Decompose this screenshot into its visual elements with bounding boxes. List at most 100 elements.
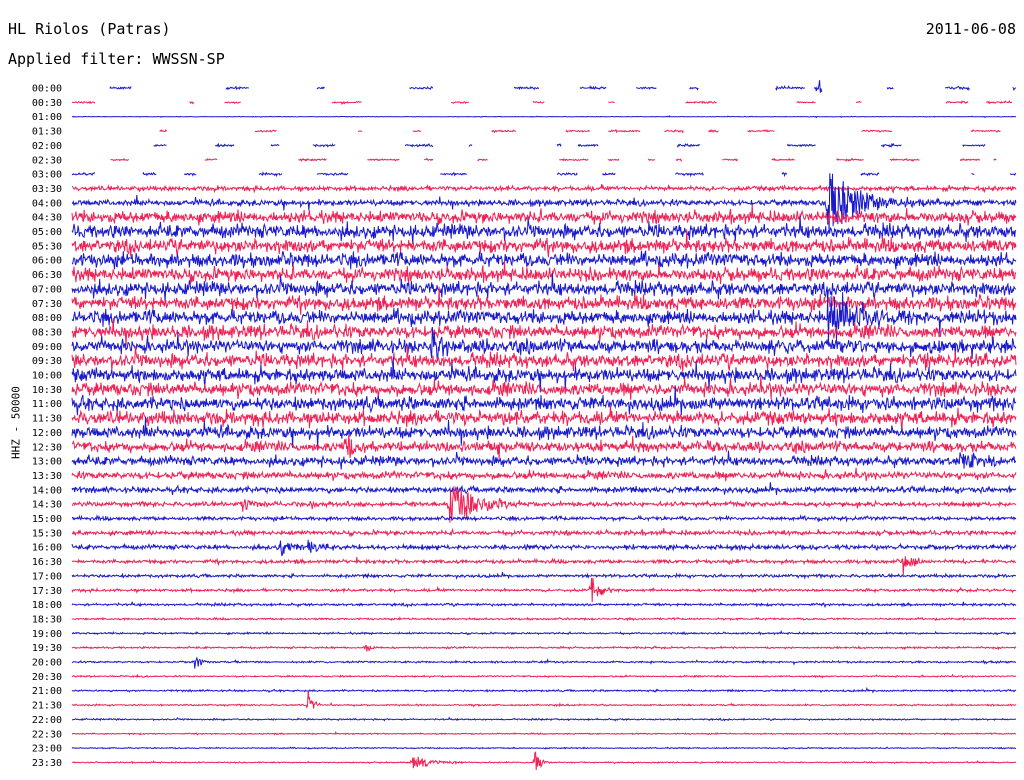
row-time-label: 01:00	[32, 112, 62, 123]
trace-line	[71, 386, 1017, 416]
trace-line	[71, 286, 1017, 315]
row-time-label: 02:30	[32, 155, 62, 166]
trace-line	[71, 229, 1017, 258]
filter-label: Applied filter: WWSSN-SP	[8, 50, 225, 68]
trace-line	[71, 204, 1017, 226]
trace-line	[71, 689, 1017, 709]
trace-line	[71, 183, 1017, 194]
row-time-label: 18:00	[32, 600, 62, 611]
trace-line	[71, 527, 1017, 538]
trace-line	[71, 260, 1017, 285]
trace-line	[71, 556, 1017, 575]
trace-line	[71, 450, 1017, 470]
trace-line	[71, 716, 1017, 722]
trace-line	[71, 751, 1017, 771]
row-time-label: 16:00	[32, 543, 62, 554]
row-time-label: 08:30	[32, 327, 62, 338]
row-time-label: 19:00	[32, 629, 62, 640]
row-time-label: 07:30	[32, 299, 62, 310]
trace-line	[71, 292, 1017, 346]
trace-line	[71, 514, 1017, 523]
row-time-label: 14:00	[32, 485, 62, 496]
row-time-label: 09:00	[32, 342, 62, 353]
row-time-label: 20:30	[32, 672, 62, 683]
row-time-label: 19:30	[32, 643, 62, 654]
trace-line	[71, 746, 1016, 750]
trace-line	[71, 115, 1017, 119]
row-time-label: 13:00	[32, 457, 62, 468]
row-time-label: 07:00	[32, 284, 62, 295]
trace-line	[71, 357, 1017, 393]
date-label: 2011-06-08	[925, 20, 1016, 38]
row-time-label: 12:30	[32, 442, 62, 453]
trace-line	[71, 572, 1017, 580]
row-time-label: 11:00	[32, 399, 62, 410]
row-time-label: 20:00	[32, 658, 62, 669]
trace-line	[71, 686, 1017, 694]
row-time-label: 13:30	[32, 471, 62, 482]
row-time-label: 22:00	[32, 715, 62, 726]
row-time-label: 05:00	[32, 227, 62, 238]
row-time-label: 12:00	[32, 428, 62, 439]
trace-line	[159, 128, 1001, 134]
row-time-label: 05:30	[32, 241, 62, 252]
trace-line	[71, 416, 1017, 448]
row-time-label: 00:30	[32, 98, 62, 109]
trace-line	[71, 99, 1013, 106]
row-time-label: 11:30	[32, 414, 62, 425]
trace-line	[71, 435, 1017, 461]
row-time-label: 23:30	[32, 758, 62, 769]
trace-line	[71, 173, 1017, 234]
trace-line	[71, 405, 1017, 430]
row-time-label: 18:30	[32, 614, 62, 625]
row-time-label: 06:30	[32, 270, 62, 281]
trace-line	[71, 482, 1017, 495]
row-time-label: 01:30	[32, 127, 62, 138]
row-time-label: 06:00	[32, 256, 62, 267]
trace-line	[71, 673, 1017, 679]
trace-line	[71, 657, 1016, 669]
trace-line	[71, 616, 1017, 622]
trace-line	[71, 375, 1017, 400]
row-time-label: 00:00	[32, 84, 62, 95]
trace-line	[71, 539, 1017, 557]
row-time-label: 04:30	[32, 213, 62, 224]
row-time-label: 03:30	[32, 184, 62, 195]
trace-line	[71, 327, 1017, 362]
station-title: HL Riolos (Patras)	[8, 20, 171, 38]
trace-line	[71, 317, 1017, 347]
row-time-label: 23:00	[32, 744, 62, 755]
row-time-label: 09:30	[32, 356, 62, 367]
trace-line	[71, 171, 1017, 178]
row-time-label: 16:30	[32, 557, 62, 568]
row-time-label: 03:00	[32, 170, 62, 181]
trace-line	[71, 629, 1017, 636]
row-time-label: 04:00	[32, 198, 62, 209]
row-time-label: 14:30	[32, 500, 62, 511]
row-time-label: 17:30	[32, 586, 62, 597]
row-time-label: 15:30	[32, 528, 62, 539]
trace-line	[110, 157, 997, 163]
row-time-label: 15:00	[32, 514, 62, 525]
row-time-label: 10:00	[32, 371, 62, 382]
trace-line	[71, 215, 1017, 245]
trace-line	[109, 80, 1017, 93]
row-time-label: 21:00	[32, 686, 62, 697]
trace-line	[153, 142, 986, 148]
row-time-label: 17:00	[32, 571, 62, 582]
row-time-label: 22:30	[32, 729, 62, 740]
trace-line	[71, 344, 1017, 372]
trace-line	[71, 601, 1017, 609]
trace-line	[71, 467, 1017, 482]
trace-line	[71, 250, 1017, 270]
row-time-label: 21:30	[32, 701, 62, 712]
trace-line	[71, 486, 1017, 523]
row-time-label: 10:30	[32, 385, 62, 396]
trace-line	[71, 273, 1017, 302]
trace-line	[71, 577, 1017, 603]
row-time-label: 08:00	[32, 313, 62, 324]
trace-line	[71, 645, 1017, 652]
trace-line	[71, 730, 1017, 736]
row-time-label: 02:00	[32, 141, 62, 152]
